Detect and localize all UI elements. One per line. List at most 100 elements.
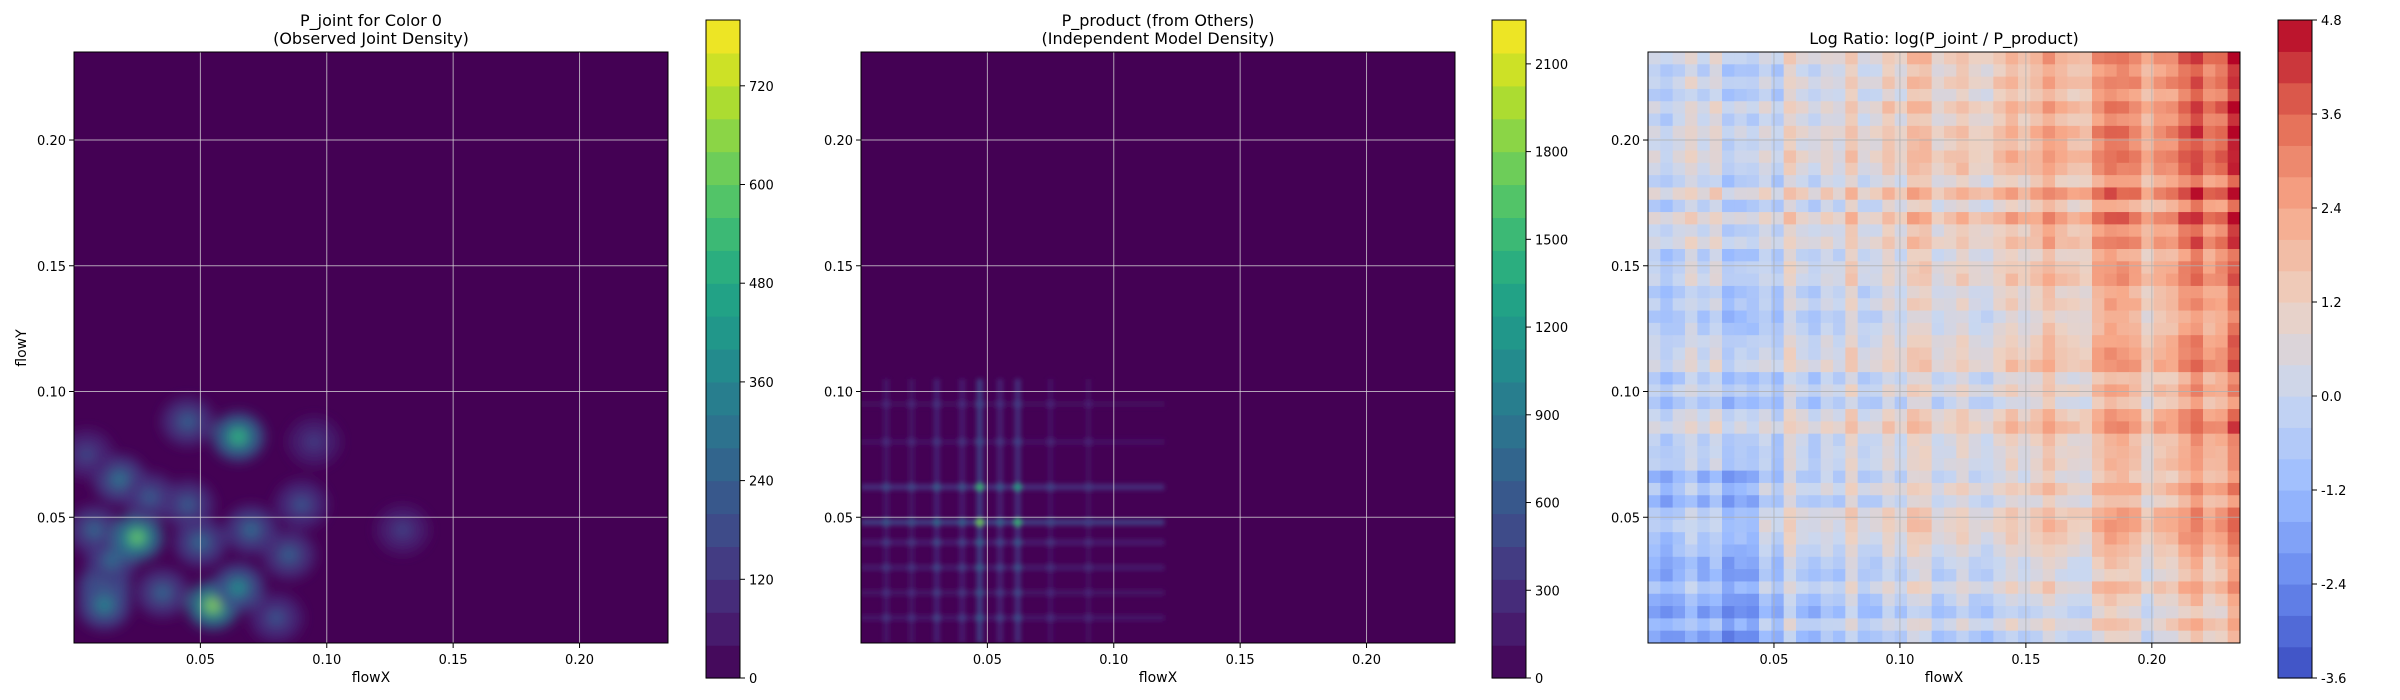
log-ratio-cell (1968, 175, 1982, 189)
log-ratio-cell (1894, 261, 1908, 275)
log-ratio-cell (2166, 261, 2179, 275)
log-ratio-cell (1894, 187, 1908, 201)
log-ratio-cell (2092, 347, 2105, 361)
log-ratio-cell (1685, 113, 1698, 127)
log-ratio-cell (1672, 409, 1686, 422)
log-ratio-cell (2153, 335, 2167, 349)
log-ratio-cell (1796, 261, 1809, 275)
log-ratio-cell (1944, 396, 1957, 410)
log-ratio-cell (2030, 52, 2044, 65)
log-ratio-cell (1968, 125, 1982, 139)
log-ratio-cell (2215, 88, 2229, 102)
log-ratio-cell (1894, 556, 1908, 570)
log-ratio-cell (1845, 199, 1859, 213)
log-ratio-cell (2153, 569, 2167, 583)
log-ratio-cell (2227, 175, 2240, 189)
density-peak (1046, 563, 1055, 572)
log-ratio-cell (1672, 261, 1686, 275)
log-ratio-cell (1857, 322, 1871, 336)
log-ratio-cell (1685, 372, 1698, 386)
log-ratio-cell (2129, 359, 2142, 373)
panel-1-y-axis-label: flowY (14, 329, 30, 367)
log-ratio-cell (1783, 187, 1797, 201)
log-ratio-cell (2166, 249, 2179, 262)
log-ratio-cell (1759, 187, 1772, 201)
log-ratio-cell (2178, 150, 2192, 164)
log-ratio-cell (1968, 138, 1982, 152)
log-ratio-cell (2104, 236, 2118, 250)
log-ratio-cell (1833, 285, 1846, 299)
log-ratio-cell (1808, 532, 1822, 546)
log-ratio-cell (1722, 581, 1735, 595)
y-tick-label: 0.10 (37, 386, 66, 401)
log-ratio-cell (1648, 162, 1661, 176)
log-ratio-cell (2018, 298, 2031, 312)
log-ratio-cell (1697, 199, 1711, 213)
log-ratio-cell (2141, 372, 2155, 386)
log-ratio-cell (2055, 199, 2068, 213)
log-ratio-cell (1697, 618, 1711, 632)
log-ratio-cell (1759, 285, 1772, 299)
log-ratio-cell (1722, 175, 1735, 189)
log-ratio-cell (1993, 593, 2007, 607)
log-ratio-cell (2153, 507, 2167, 521)
log-ratio-cell (1944, 569, 1957, 583)
log-ratio-cell (1956, 88, 1970, 102)
log-ratio-cell (2178, 76, 2192, 90)
log-ratio-cell (1722, 310, 1735, 324)
log-ratio-cell (2005, 372, 2019, 386)
density-peak (1046, 613, 1055, 622)
log-ratio-cell (2129, 519, 2142, 533)
log-ratio-cell (1734, 421, 1748, 435)
log-ratio-cell (2116, 495, 2130, 509)
log-ratio-cell (1968, 446, 1982, 459)
log-ratio-cell (1734, 76, 1748, 90)
log-ratio-cell (2067, 581, 2081, 595)
log-ratio-cell (1857, 76, 1871, 90)
log-ratio-cell (1870, 150, 1883, 164)
log-ratio-cell (2030, 482, 2044, 496)
log-ratio-cell (1746, 138, 1760, 152)
density-peak (882, 518, 891, 527)
log-ratio-cell (1746, 175, 1760, 189)
log-ratio-cell (2030, 544, 2044, 558)
log-ratio-cell (2104, 421, 2118, 435)
log-ratio-cell (2141, 470, 2155, 484)
log-ratio-cell (1894, 113, 1908, 127)
colorbar-segment (2278, 114, 2312, 146)
log-ratio-cell (1882, 593, 1896, 607)
log-ratio-cell (1771, 249, 1785, 262)
density-peak (996, 437, 1005, 446)
log-ratio-cell (1857, 359, 1871, 373)
log-ratio-cell (2190, 495, 2204, 509)
log-ratio-cell (2005, 519, 2019, 533)
log-ratio-cell (1931, 125, 1945, 139)
log-ratio-cell (1796, 76, 1809, 90)
log-ratio-cell (1993, 396, 2007, 410)
log-ratio-cell (1808, 569, 1822, 583)
density-peak (882, 588, 891, 597)
log-ratio-cell (1734, 433, 1748, 447)
log-ratio-cell (1734, 162, 1748, 176)
log-ratio-cell (1981, 421, 1994, 435)
log-ratio-cell (1968, 569, 1982, 583)
log-ratio-cell (1808, 630, 1822, 643)
log-ratio-cell (2141, 261, 2155, 275)
log-ratio-cell (1981, 519, 1994, 533)
log-ratio-cell (1734, 593, 1748, 607)
log-ratio-cell (1697, 150, 1711, 164)
density-peak (882, 538, 891, 547)
panel-2-y-ticks: 0.050.100.150.20 (824, 134, 861, 526)
log-ratio-cell (1771, 187, 1785, 201)
y-tick-label: 0.05 (37, 511, 66, 526)
log-ratio-cell (1660, 581, 1674, 595)
log-ratio-cell (1944, 150, 1957, 164)
log-ratio-cell (1759, 125, 1772, 139)
log-ratio-cell (1734, 606, 1748, 619)
log-ratio-cell (2166, 581, 2179, 595)
log-ratio-cell (1993, 372, 2007, 386)
log-ratio-cell (1919, 409, 1933, 422)
log-ratio-cell (2215, 285, 2229, 299)
log-ratio-cell (2227, 199, 2240, 213)
log-ratio-cell (2079, 162, 2093, 176)
